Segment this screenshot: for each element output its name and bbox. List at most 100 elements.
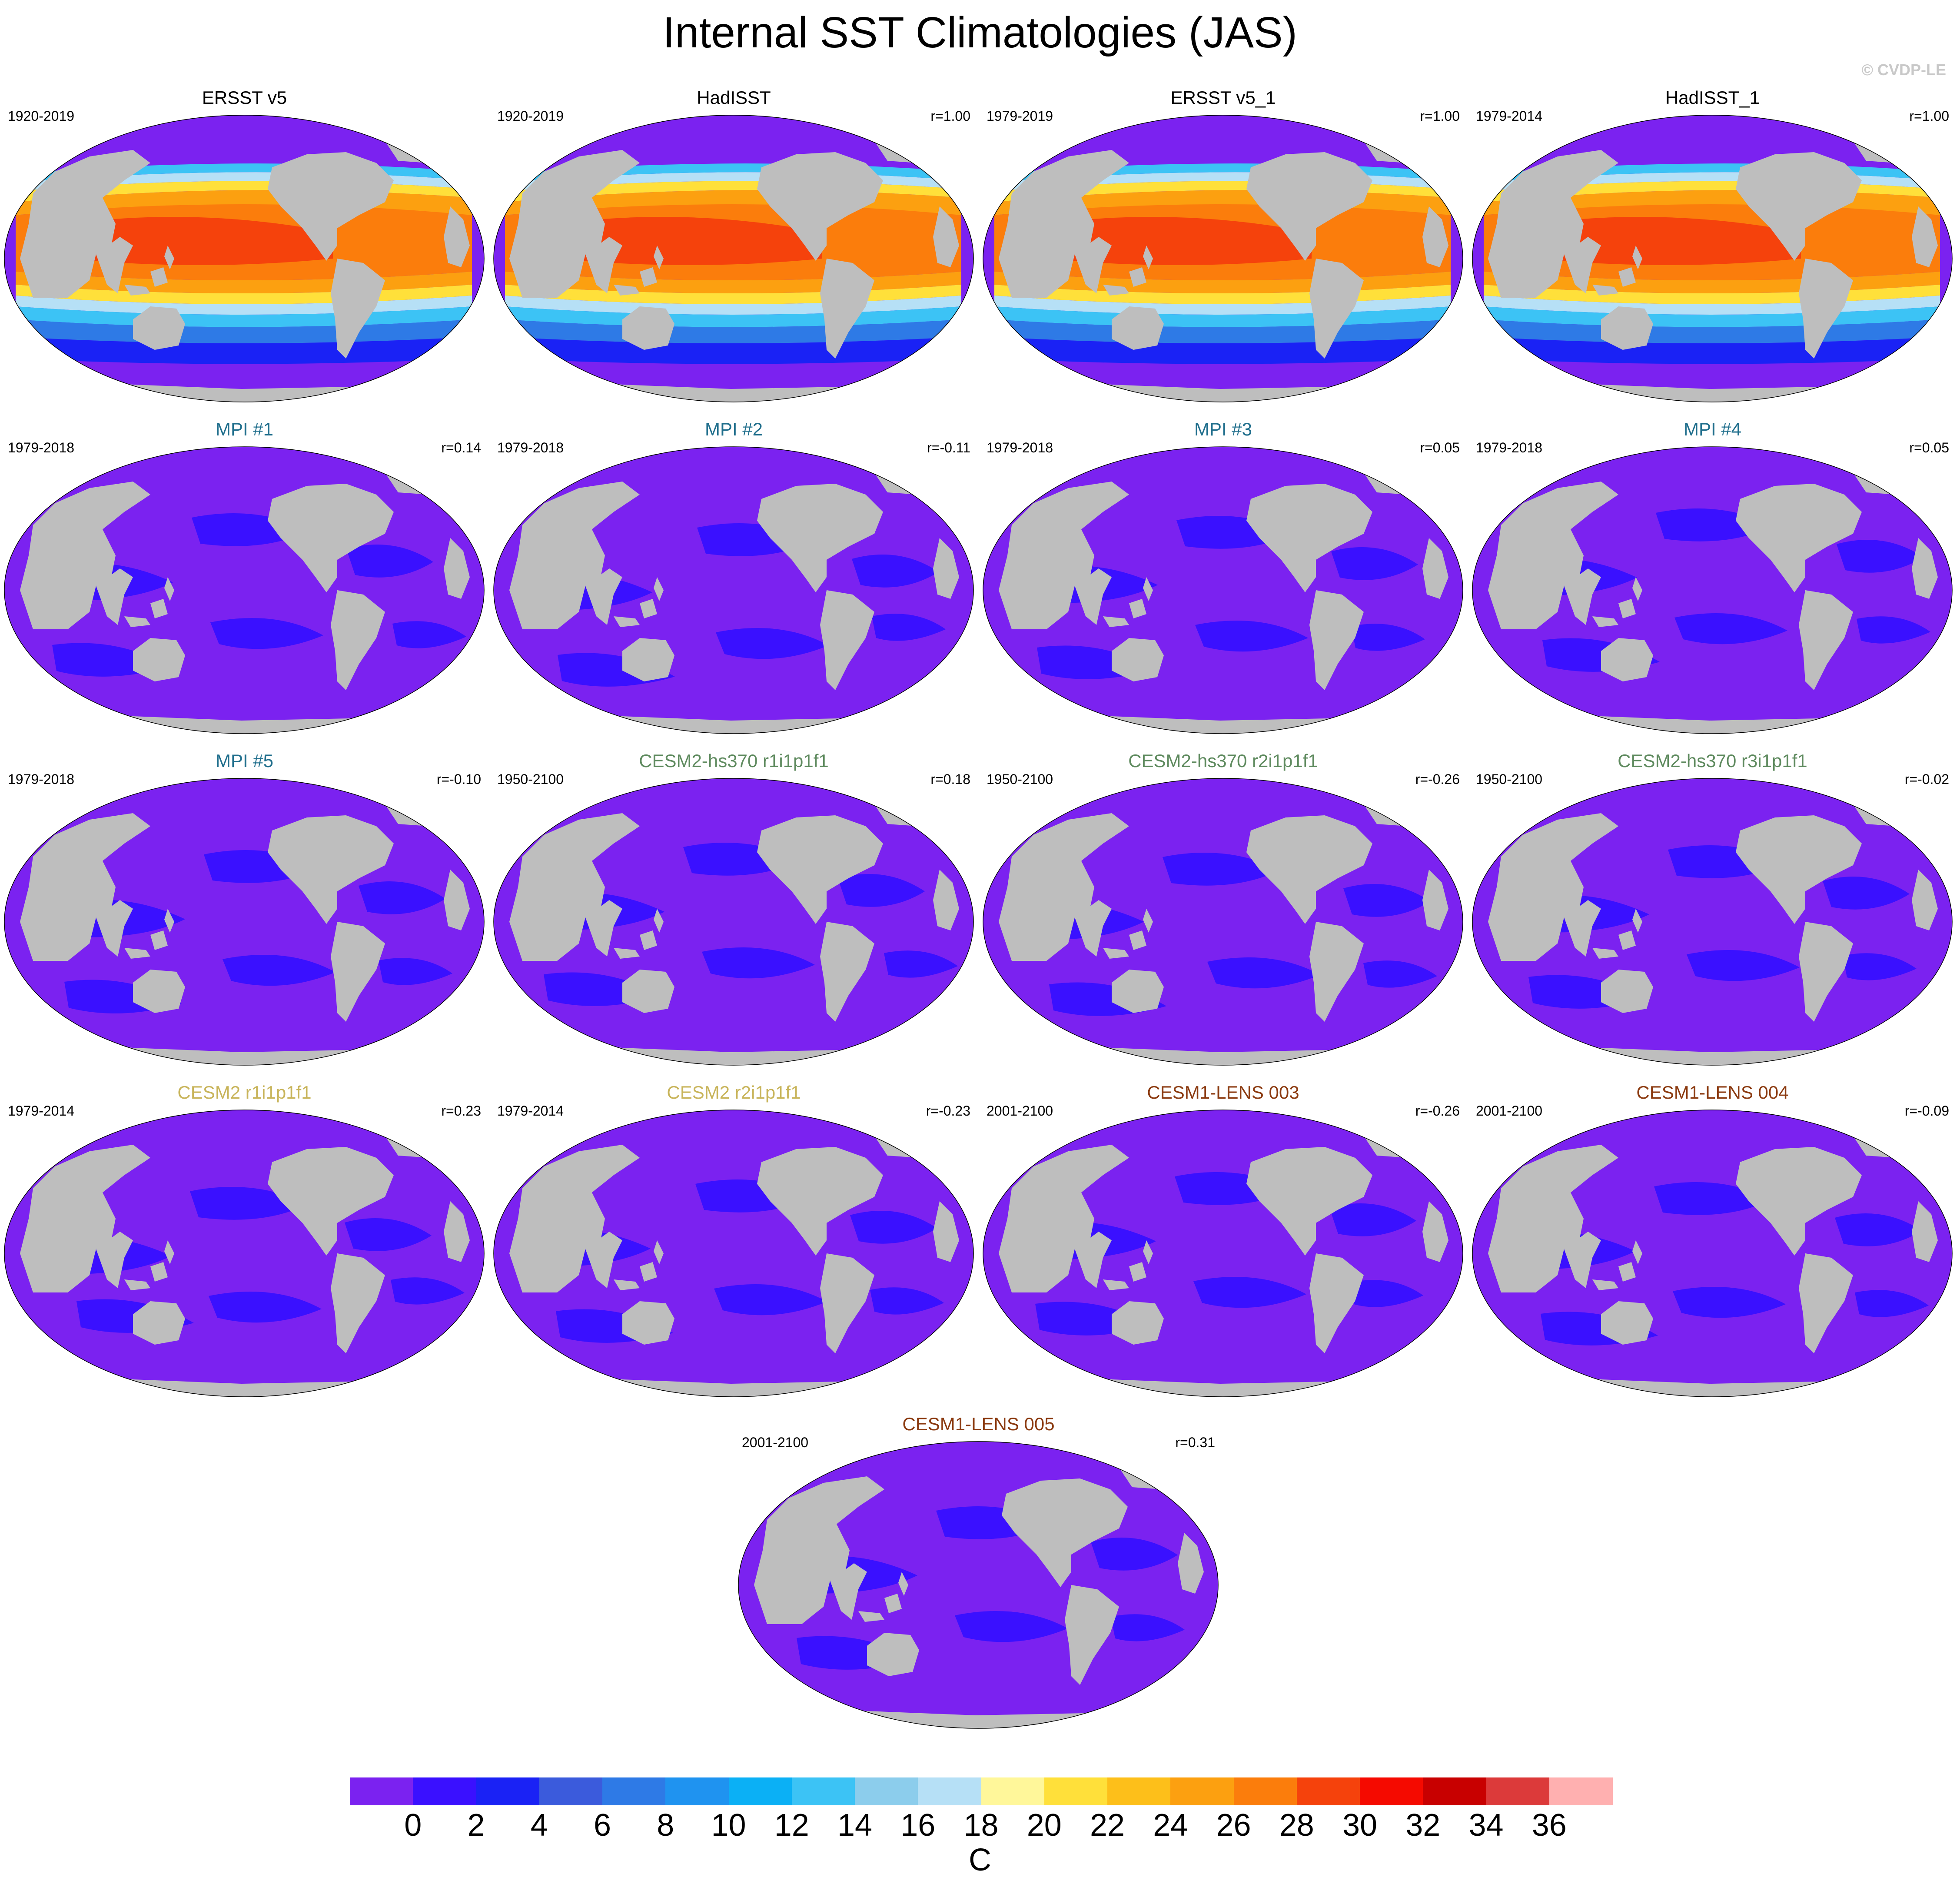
panel-correlation: r=-0.23 [926, 1103, 970, 1119]
sst-map [493, 778, 974, 1066]
colorbar-swatch [1170, 1777, 1234, 1805]
panel-period: 1979-2014 [8, 1103, 75, 1119]
colorbar-swatch [476, 1777, 540, 1805]
sst-map [1472, 778, 1953, 1066]
colorbar-tick-label: 24 [1153, 1808, 1188, 1843]
map-outline [983, 1110, 1463, 1397]
colorbar-tick-label: 26 [1216, 1808, 1251, 1843]
map-panel: CESM2-hs370 r1i1p1f1 1950-2100 r=0.18 [489, 748, 978, 1066]
panel-title: MPI #3 [1194, 419, 1252, 439]
colorbar-tick-label: 36 [1531, 1808, 1567, 1843]
colorbar-tick-label: 0 [404, 1808, 422, 1843]
colorbar-swatch [1486, 1777, 1550, 1805]
page-title: Internal SST Climatologies (JAS) [663, 8, 1297, 57]
colorbar-swatch [602, 1777, 666, 1805]
map-panel: MPI #4 1979-2018 r=0.05 [1468, 416, 1957, 734]
panel-correlation: r=0.23 [441, 1103, 481, 1119]
panel-period: 2001-2100 [742, 1435, 809, 1450]
map-field [494, 778, 973, 1065]
colorbar-swatch [539, 1777, 603, 1805]
map-field [4, 447, 484, 734]
map-panel: ERSST v5 1920-2019 [0, 85, 489, 402]
sst-map [1472, 446, 1953, 734]
sst-map [983, 115, 1463, 402]
map-outline [4, 115, 485, 402]
colorbar-tick-label: 2 [467, 1808, 485, 1843]
map-field [494, 115, 973, 402]
colorbar-swatch [855, 1777, 918, 1805]
map-panel: CESM1-LENS 004 2001-2100 r=-0.09 [1468, 1080, 1957, 1397]
map-panel: CESM2-hs370 r3i1p1f1 1950-2100 r=-0.02 [1468, 748, 1957, 1066]
map-outline [983, 778, 1463, 1066]
colorbar-swatch [1044, 1777, 1108, 1805]
colorbar-swatch [1107, 1777, 1171, 1805]
panel-period: 1950-2100 [497, 771, 564, 787]
map-field [983, 778, 1463, 1065]
sst-map [738, 1441, 1219, 1729]
panel-period: 1979-2019 [987, 108, 1053, 124]
sst-map [4, 446, 485, 734]
sst-map [493, 1110, 974, 1397]
panel-title: MPI #1 [215, 419, 274, 439]
map-outline [4, 1110, 485, 1397]
map-outline [493, 1110, 974, 1397]
panel-period: 1979-2014 [497, 1103, 564, 1119]
colorbar-tick-label: 8 [657, 1808, 674, 1843]
colorbar-swatch [1233, 1777, 1297, 1805]
panel-correlation: r=-0.26 [1415, 771, 1460, 787]
map-field [738, 1442, 1218, 1728]
colorbar-swatch [1296, 1777, 1360, 1805]
colorbar-tick-label: 20 [1027, 1808, 1062, 1843]
map-field [4, 115, 484, 402]
panel-period: 1979-2018 [497, 440, 564, 455]
sst-map [1472, 115, 1953, 402]
map-field [4, 1110, 484, 1397]
sst-map [493, 115, 974, 402]
panel-period: 1920-2019 [497, 108, 564, 124]
panel-period: 1979-2018 [8, 440, 75, 455]
panel-title: CESM2-hs370 r1i1p1f1 [639, 751, 829, 771]
map-field [983, 1110, 1463, 1397]
sst-map [983, 778, 1463, 1066]
colorbar-tick-label: 32 [1405, 1808, 1441, 1843]
colorbar-tick-label: 18 [963, 1808, 999, 1843]
sst-map [1472, 1110, 1953, 1397]
panel-title: MPI #2 [704, 419, 763, 439]
panel-period: 2001-2100 [987, 1103, 1053, 1119]
panel-title: HadISST_1 [1665, 87, 1760, 108]
map-field [983, 447, 1463, 734]
colorbar-tick-label: 30 [1342, 1808, 1378, 1843]
panel-title: ERSST v5 [202, 87, 287, 108]
colorbar-swatch [791, 1777, 855, 1805]
map-outline [1472, 778, 1953, 1066]
colorbar-swatch [981, 1777, 1045, 1805]
map-panel: ERSST v5_1 1979-2019 r=1.00 [979, 85, 1468, 402]
map-outline [4, 778, 485, 1066]
colorbar-swatch [665, 1777, 729, 1805]
panel-correlation: r=-0.02 [1904, 771, 1949, 787]
colorbar-tick-label: 34 [1468, 1808, 1504, 1843]
panel-title: CESM1-LENS 004 [1636, 1082, 1789, 1103]
colorbar-swatch [728, 1777, 792, 1805]
map-panel: CESM2 r2i1p1f1 1979-2014 r=-0.23 [489, 1080, 978, 1397]
map-panel: CESM2 r1i1p1f1 1979-2014 r=0.23 [0, 1080, 489, 1397]
map-outline [493, 778, 974, 1066]
colorbar-tick-label: 28 [1279, 1808, 1314, 1843]
map-panel: MPI #2 1979-2018 r=-0.11 [489, 416, 978, 734]
map-outline [1472, 1110, 1953, 1397]
panel-correlation: r=0.31 [1175, 1435, 1215, 1450]
map-outline [1472, 446, 1953, 734]
map-panel: CESM1-LENS 005 2001-2100 r=0.31 [734, 1411, 1223, 1729]
map-field [4, 778, 484, 1065]
colorbar-swatch [413, 1777, 477, 1805]
panel-correlation: r=0.14 [441, 440, 481, 455]
map-panel: CESM1-LENS 003 2001-2100 r=-0.26 [979, 1080, 1468, 1397]
colorbar [350, 1777, 1613, 1805]
map-outline [983, 115, 1463, 402]
sst-map [983, 446, 1463, 734]
map-panel: HadISST_1 1979-2014 r=1.00 [1468, 85, 1957, 402]
panel-title: CESM2-hs370 r2i1p1f1 [1128, 751, 1318, 771]
map-panel: MPI #1 1979-2018 r=0.14 [0, 416, 489, 734]
panel-correlation: r=-0.09 [1904, 1103, 1949, 1119]
colorbar-swatch [918, 1777, 982, 1805]
